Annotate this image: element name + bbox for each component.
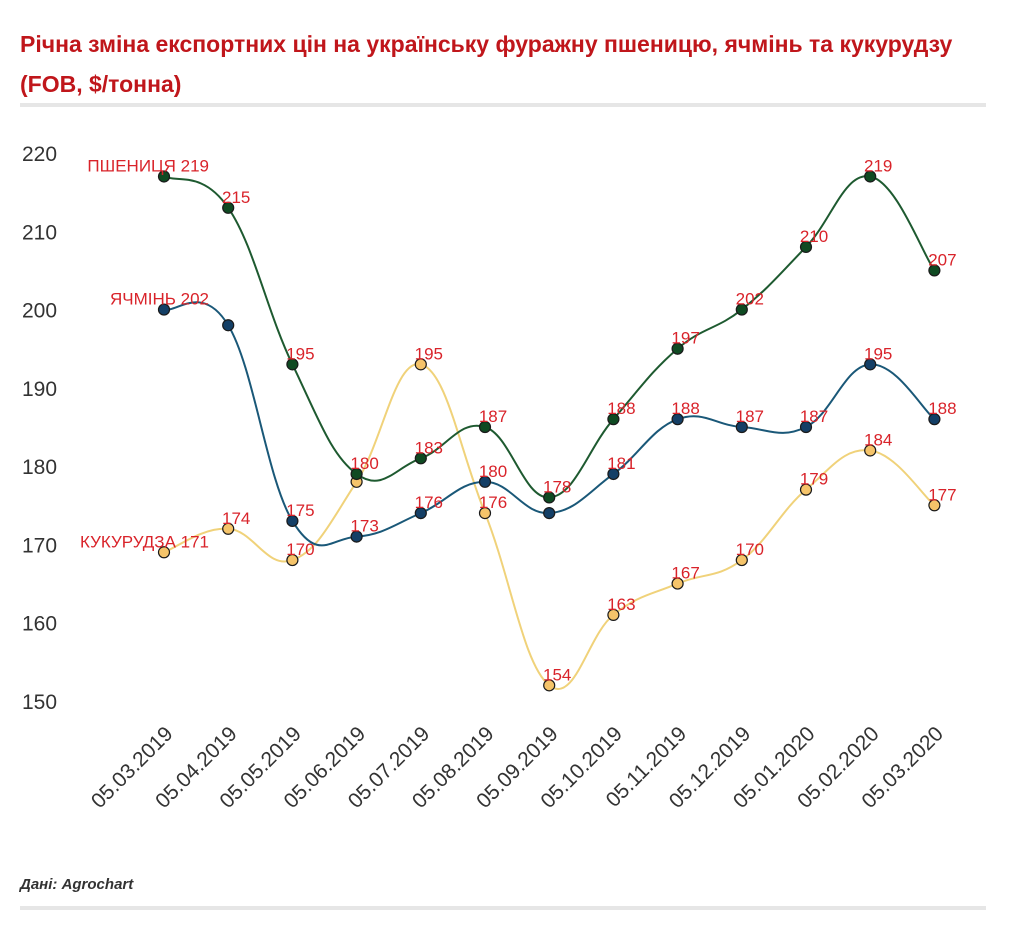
series-lines — [163, 175, 936, 690]
wheat-data-label: 180 — [350, 454, 378, 473]
wheat-data-label: 219 — [864, 156, 892, 175]
corn-data-label: 163 — [607, 595, 635, 614]
y-tick-label: 160 — [22, 613, 57, 636]
corn-point — [222, 522, 235, 535]
corn-data-label: 170 — [286, 540, 314, 559]
barley-data-label: 188 — [671, 399, 699, 418]
wheat-point — [864, 170, 877, 183]
wheat-data-label: 187 — [479, 407, 507, 426]
wheat-point — [350, 467, 363, 481]
y-tick-label: 170 — [22, 534, 57, 557]
wheat-point — [543, 491, 556, 504]
corn-point — [864, 444, 877, 457]
series-markers — [157, 170, 941, 692]
wheat-point — [286, 358, 299, 371]
wheat-data-label: 197 — [671, 329, 699, 348]
barley-point — [607, 467, 620, 481]
barley-point — [222, 319, 235, 332]
corn-data-label: 179 — [800, 470, 828, 489]
wheat-point — [607, 413, 620, 426]
wheat-data-label: 215 — [222, 188, 250, 207]
barley-data-label: 176 — [415, 493, 443, 512]
barley-data-label: 175 — [286, 501, 314, 520]
barley-point — [864, 358, 877, 371]
corn-point — [286, 553, 299, 567]
barley-data-label: ЯЧМІНЬ 202 — [110, 290, 209, 309]
barley-point — [157, 303, 171, 316]
barley-point — [735, 420, 748, 434]
wheat-point — [222, 201, 235, 214]
corn-data-label: 174 — [222, 509, 250, 528]
y-tick-label: 210 — [22, 221, 57, 244]
corn-point — [607, 608, 620, 621]
barley-data-label: 195 — [864, 344, 892, 363]
y-tick-label: 180 — [22, 456, 57, 479]
barley-point — [286, 514, 299, 528]
corn-point — [478, 507, 492, 520]
wheat-line — [163, 175, 936, 499]
y-tick-label: 150 — [22, 691, 57, 714]
wheat-data-label: 183 — [415, 438, 443, 457]
wheat-point — [735, 303, 748, 316]
wheat-point — [414, 452, 427, 465]
bottom-divider — [20, 906, 986, 910]
corn-data-label: КУКУРУДЗА 171 — [80, 532, 209, 551]
chart-title: Річна зміна експортних цін на українську… — [20, 31, 953, 97]
barley-data-label: 181 — [607, 454, 635, 473]
corn-data-label: 154 — [543, 665, 571, 684]
barley-data-label: 187 — [736, 407, 764, 426]
corn-point — [671, 577, 684, 590]
corn-point — [157, 546, 171, 559]
barley-point — [350, 530, 363, 543]
corn-point — [799, 483, 813, 496]
wheat-data-label: ПШЕНИЦЯ 219 — [87, 156, 209, 175]
wheat-point — [928, 264, 941, 277]
y-axis: 150 160 170 180 190 200 210 220 — [22, 143, 57, 714]
data-labels: ПШЕНИЦЯ 219 215 195 180 183 187 178 188 197 202 21… — [80, 156, 957, 684]
corn-line — [163, 363, 936, 690]
line-chart: 150 160 170 180 190 200 210 220 05.03.201905.04… — [22, 143, 957, 813]
wheat-data-label: 195 — [286, 344, 314, 363]
corn-data-label: 184 — [864, 430, 892, 449]
barley-point — [928, 413, 941, 426]
y-tick-label: 200 — [22, 300, 57, 323]
wheat-data-label: 202 — [736, 290, 764, 309]
wheat-point — [157, 170, 171, 183]
top-divider — [20, 103, 986, 107]
barley-point — [543, 507, 556, 520]
x-axis: 05.03.201905.04.201905.05.201905.06.2019… — [87, 722, 948, 813]
barley-point — [671, 413, 684, 426]
corn-data-label: 177 — [928, 485, 956, 504]
wheat-point — [671, 342, 684, 355]
wheat-data-label: 188 — [607, 399, 635, 418]
wheat-data-label: 210 — [800, 227, 828, 246]
wheat-point — [799, 240, 813, 254]
data-source: Дані: Agrochart — [20, 876, 134, 893]
corn-point — [543, 679, 556, 692]
wheat-data-label: 178 — [543, 477, 571, 496]
corn-point — [414, 358, 427, 371]
corn-data-label: 167 — [671, 564, 699, 583]
wheat-point — [478, 420, 492, 434]
barley-point — [478, 475, 492, 488]
wheat-data-label: 207 — [928, 250, 956, 269]
y-tick-label: 220 — [22, 143, 57, 166]
barley-data-label: 187 — [800, 407, 828, 426]
corn-point — [735, 553, 748, 567]
corn-data-label: 170 — [736, 540, 764, 559]
barley-data-label: 180 — [479, 462, 507, 481]
corn-data-label: 176 — [479, 493, 507, 512]
barley-data-label: 188 — [928, 399, 956, 418]
barley-point — [799, 420, 813, 434]
barley-data-label: 173 — [350, 517, 378, 536]
y-tick-label: 190 — [22, 378, 57, 401]
barley-point — [414, 507, 427, 520]
corn-data-label: 195 — [415, 344, 443, 363]
corn-point — [928, 499, 941, 512]
